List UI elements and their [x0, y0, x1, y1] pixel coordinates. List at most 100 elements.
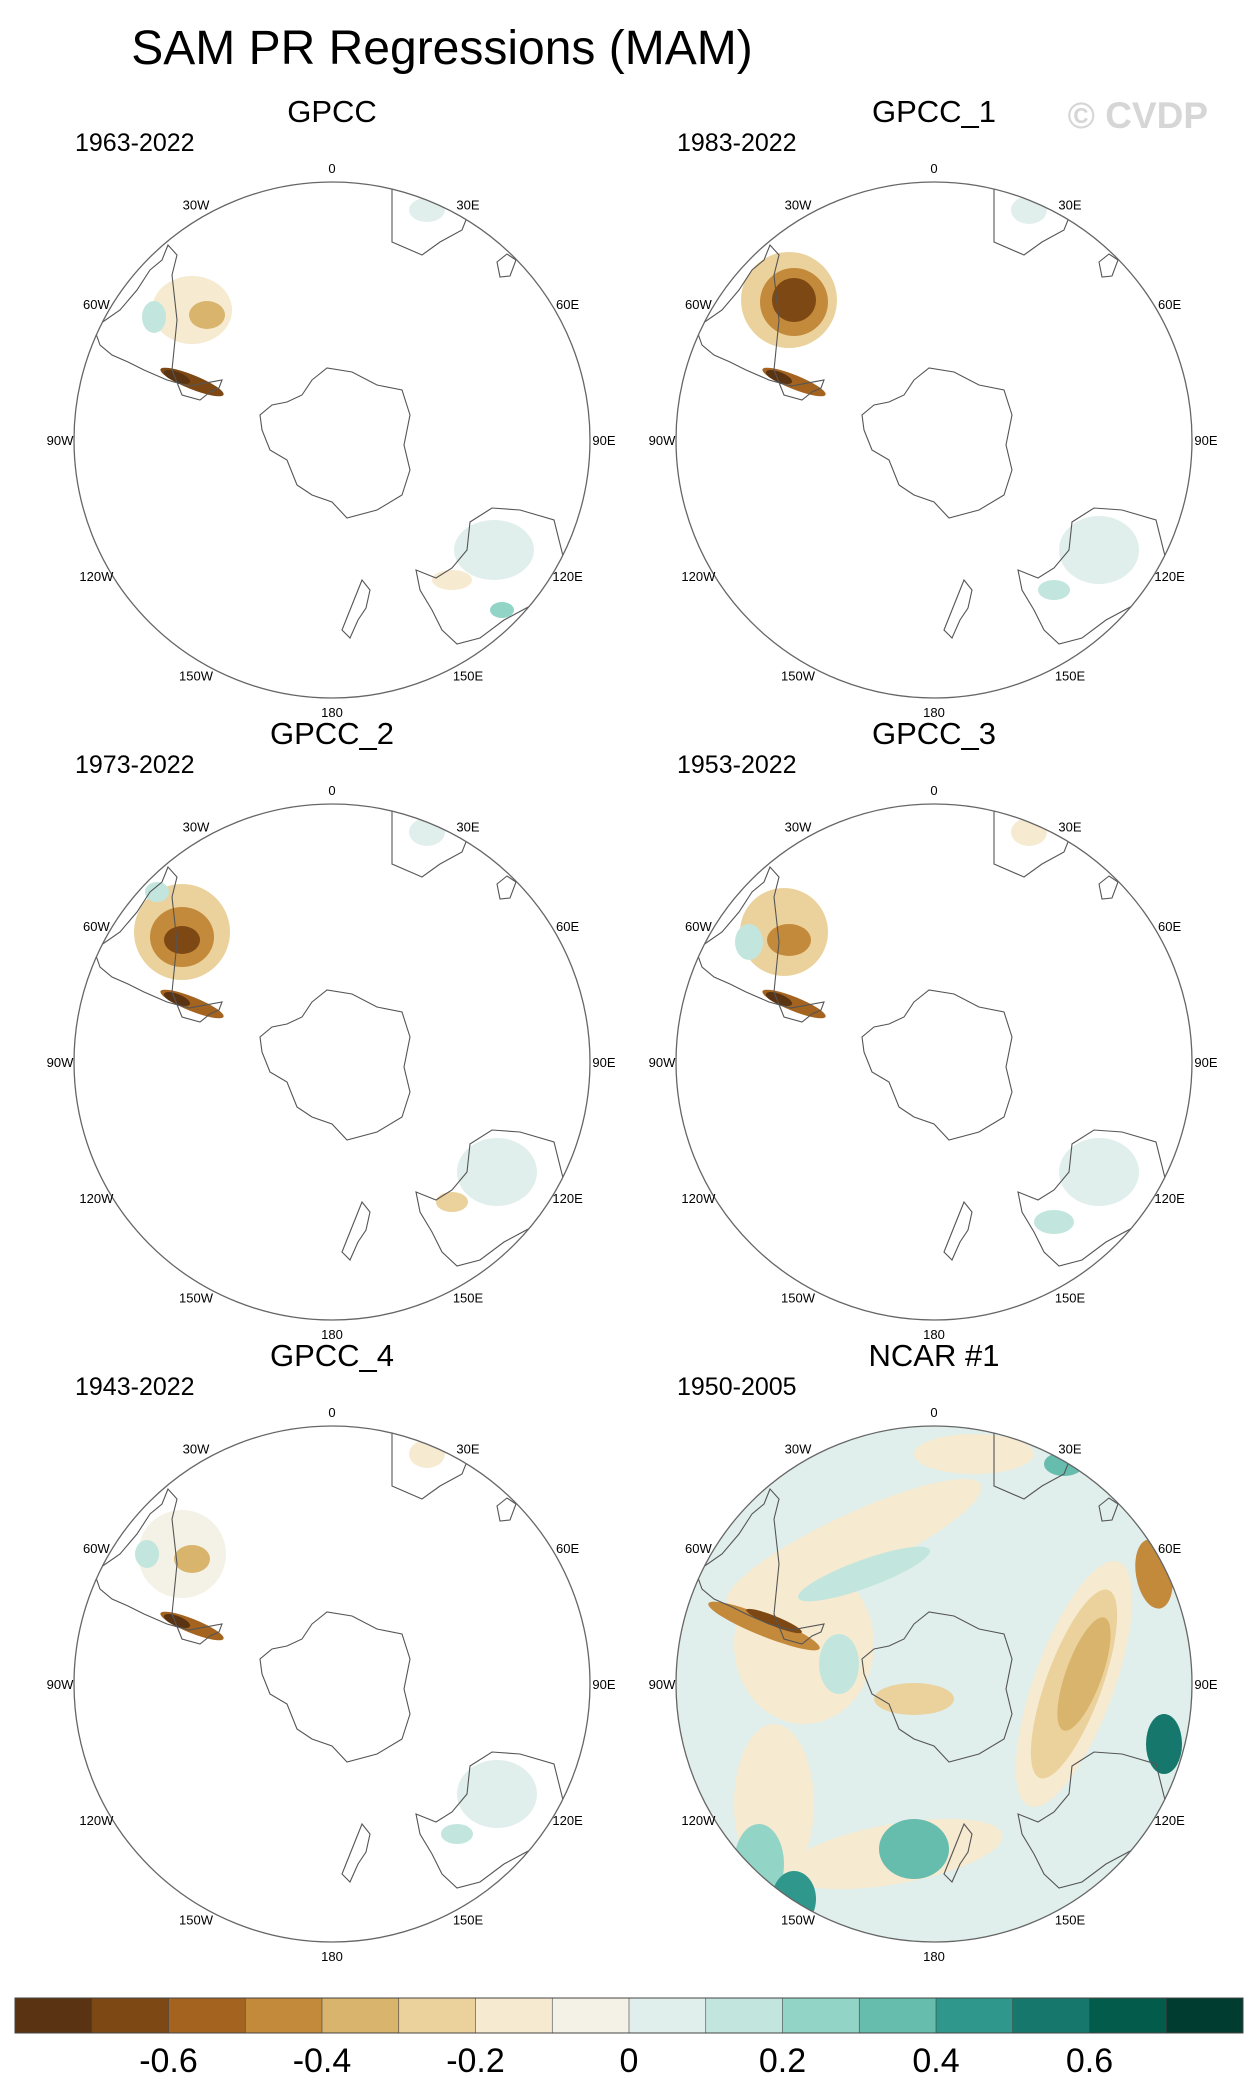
longitude-label: 120E [1154, 569, 1185, 584]
colorbar-swatch [936, 1998, 1014, 2033]
longitude-label: 150W [179, 1913, 214, 1928]
colorbar-tick-label: 0.4 [912, 2042, 959, 2080]
data-field [142, 198, 534, 618]
map-panel: 0 30E 60E 90E 120E 150E 180 150W 120W 90W 60W 30W GP… [47, 1338, 616, 1964]
longitude-label: 120E [552, 1813, 583, 1828]
regression-fill [163, 370, 191, 384]
longitude-label: 0 [328, 1405, 335, 1420]
regression-fill [164, 926, 200, 954]
colorbar: -0.6 -0.4 -0.2 0 0.2 0.4 0.6 [14, 1997, 1244, 2080]
regression-fill [1059, 516, 1139, 584]
longitude-label: 60E [556, 297, 579, 312]
regression-fill [189, 301, 225, 329]
coastline [415, 507, 565, 645]
longitude-label: 120E [1154, 1813, 1185, 1828]
longitude-label: 120E [1154, 1191, 1185, 1206]
colorbar-tick-label: 0.2 [759, 2042, 806, 2080]
map-panel: 0 30E 60E 90E 120E 150E 180 150W 120W 90W 60W 30W NC… [649, 1338, 1218, 1964]
map-panel: 0 30E 60E 90E 120E 150E 180 150W 120W 90W 60W 30W GP… [47, 716, 616, 1342]
globe-outline [73, 803, 591, 1321]
longitude-label: 120E [552, 1191, 583, 1206]
longitude-label: 60W [83, 1541, 110, 1556]
globe-outline [675, 181, 1193, 699]
longitude-label: 180 [321, 1949, 343, 1964]
panel-title: GPCC [287, 94, 377, 129]
colorbar-swatch [245, 1998, 323, 2033]
regression-fill [765, 992, 793, 1006]
longitude-label: 90E [592, 1055, 615, 1070]
regression-fill [1057, 1617, 1111, 1731]
longitude-label: 30W [785, 197, 812, 212]
colorbar-swatch [1012, 1998, 1090, 2033]
globe-background [74, 804, 590, 1320]
longitude-label: 0 [930, 783, 937, 798]
figure-title: SAM PR Regressions (MAM) [131, 22, 752, 75]
colorbar-swatch [322, 1998, 400, 2033]
longitude-label: 150W [781, 1291, 816, 1306]
regression-fill [767, 924, 811, 956]
regression-fill [819, 1634, 859, 1694]
longitude-label: 30W [183, 819, 210, 834]
longitude-label: 90E [1194, 1677, 1217, 1692]
coastline [1017, 1129, 1167, 1267]
coastline [1017, 507, 1167, 645]
longitude-label: 150E [453, 1913, 484, 1928]
longitude-label: 30E [456, 197, 479, 212]
longitude-label: 90E [1194, 433, 1217, 448]
colorbar-tick-label: 0.6 [1066, 2042, 1113, 2080]
longitude-label: 150E [1055, 1913, 1086, 1928]
longitude-label: 90W [47, 433, 74, 448]
longitude-label: 120W [79, 569, 114, 584]
colorbar-swatch [782, 1998, 860, 2033]
panel-period: 1973-2022 [75, 751, 195, 779]
longitude-label: 90W [649, 433, 676, 448]
longitude-label: 0 [328, 161, 335, 176]
panel-period: 1983-2022 [677, 129, 797, 157]
longitude-label: 150E [1055, 669, 1086, 684]
coastline [259, 989, 411, 1141]
regression-fill [174, 1545, 210, 1573]
coastline [259, 367, 411, 519]
colorbar-swatch [91, 1998, 169, 2033]
coastline [93, 865, 223, 1023]
coastline [341, 1822, 371, 1883]
coastline [861, 367, 1013, 519]
panel-period: 1943-2022 [75, 1373, 195, 1401]
globe-outline [675, 803, 1193, 1321]
longitude-label: 180 [923, 705, 945, 720]
longitude-label: 150E [453, 1291, 484, 1306]
coastline [415, 1129, 565, 1267]
coastline [943, 1822, 973, 1883]
colorbar-tick-label: 0 [620, 2042, 639, 2080]
colorbar-swatch [398, 1998, 476, 2033]
data-field [676, 1426, 1192, 1942]
coastlines [695, 182, 1167, 645]
regression-fill [135, 1540, 159, 1568]
longitude-label: 60E [1158, 297, 1181, 312]
longitude-label: 60W [83, 919, 110, 934]
coastline [496, 253, 517, 278]
longitude-label: 0 [328, 783, 335, 798]
coastlines [93, 804, 565, 1267]
longitude-label: 30E [1058, 1441, 1081, 1456]
colorbar-swatch [859, 1998, 937, 2033]
longitude-label: 0 [930, 161, 937, 176]
regression-fill [879, 1819, 949, 1879]
panel-period: 1953-2022 [677, 751, 797, 779]
longitude-label: 150E [453, 669, 484, 684]
longitude-label: 120W [79, 1191, 114, 1206]
coastlines [93, 182, 565, 645]
watermark: © CVDP [1068, 95, 1208, 136]
longitude-label: 60W [685, 1541, 712, 1556]
coastline [695, 865, 825, 1023]
longitude-label: 0 [930, 1405, 937, 1420]
regression-fill [163, 992, 191, 1006]
coastline [259, 1611, 411, 1763]
panel-title: NCAR #1 [869, 1338, 1000, 1373]
regression-fill [914, 1434, 1034, 1474]
coastline [93, 1487, 223, 1645]
longitude-label: 30W [183, 1441, 210, 1456]
longitude-label: 90E [1194, 1055, 1217, 1070]
coastline [93, 243, 223, 401]
